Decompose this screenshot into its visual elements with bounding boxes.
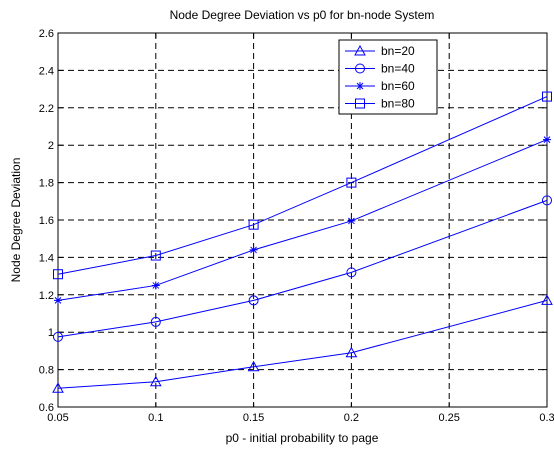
x-axis-ticks: 0.05 0.1 0.15 0.2 0.25 0.3 (47, 33, 554, 424)
legend-label: bn=40 (381, 62, 415, 76)
data-point-triangle (52, 382, 64, 393)
data-point-square (150, 250, 161, 261)
series-line (57, 199, 548, 338)
x-tick-label: 0.05 (47, 412, 68, 424)
series-line (57, 96, 548, 275)
legend-entry: bn=40 (345, 62, 415, 76)
legend-label: bn=20 (381, 44, 415, 58)
grid-lines (58, 33, 547, 407)
legend-entry: bn=80 (345, 97, 415, 111)
data-point-star (543, 135, 551, 144)
y-axis-ticks: 0.6 0.8 1 1.2 1.4 1.6 1.8 2 2.2 2.4 2.6 (39, 28, 547, 414)
data-point-square (346, 177, 357, 188)
legend-label: bn=60 (381, 79, 415, 93)
y-tick-label: 2 (48, 140, 54, 152)
y-tick-label: 0.8 (39, 365, 54, 377)
legend-marker-circle (355, 63, 365, 74)
x-tick-label: 0.3 (539, 412, 554, 424)
legend-label: bn=80 (381, 97, 415, 111)
data-point-star (151, 281, 160, 290)
series-line (57, 299, 548, 389)
data-point-circle (346, 267, 357, 278)
data-point-triangle (541, 294, 553, 305)
y-tick-label: 2.6 (39, 28, 54, 40)
series-bn-80 (53, 91, 552, 280)
x-tick-label: 0.25 (438, 412, 459, 424)
series-layer (52, 91, 553, 393)
data-point-circle (150, 316, 161, 327)
data-point-triangle (247, 360, 260, 372)
x-tick-label: 0.15 (243, 412, 264, 424)
legend: bn=20 bn=40 bn=60 bn=80 (338, 39, 438, 115)
y-tick-label: 1.8 (39, 178, 54, 190)
y-tick-label: 2.2 (39, 103, 54, 115)
y-tick-label: 2.4 (39, 65, 54, 77)
y-axis-label: Node Degree Deviation (9, 158, 23, 283)
legend-marker-star (356, 82, 364, 90)
data-point-circle (53, 331, 63, 342)
data-point-triangle (149, 375, 162, 387)
data-point-square (542, 91, 552, 102)
data-point-star (347, 216, 356, 225)
data-point-triangle (345, 346, 358, 358)
series-bn-40 (53, 195, 552, 342)
x-axis-label: p0 - initial probability to page (226, 431, 379, 445)
data-point-square (53, 269, 63, 280)
chart-title: Node Degree Deviation vs p0 for bn-node … (170, 8, 435, 22)
y-tick-label: 1.6 (39, 215, 54, 227)
series-bn-20 (52, 294, 553, 393)
legend-entry: bn=20 (345, 44, 415, 58)
y-tick-label: 1.4 (39, 252, 54, 264)
data-point-star (249, 245, 258, 254)
data-point-circle (542, 195, 552, 206)
data-point-star (54, 296, 62, 305)
legend-marker-square (355, 98, 365, 109)
data-point-square (248, 219, 259, 230)
x-tick-label: 0.2 (344, 412, 359, 424)
y-tick-label: 1.2 (39, 290, 54, 302)
data-point-circle (248, 295, 259, 306)
y-tick-label: 1 (48, 327, 54, 339)
series-bn-60 (54, 135, 551, 305)
legend-entry: bn=60 (345, 79, 415, 93)
x-tick-label: 0.1 (148, 412, 163, 424)
y-tick-label: 0.6 (39, 402, 54, 414)
legend-marker-triangle (354, 44, 366, 56)
